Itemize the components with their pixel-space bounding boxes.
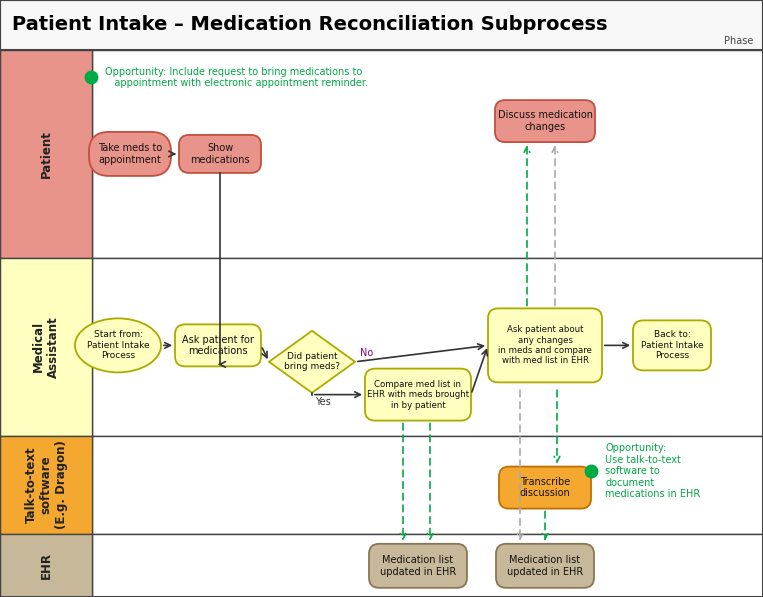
- FancyBboxPatch shape: [89, 132, 171, 176]
- Text: Show
medications: Show medications: [190, 143, 250, 165]
- Text: Discuss medication
changes: Discuss medication changes: [497, 110, 593, 132]
- FancyBboxPatch shape: [633, 321, 711, 370]
- Text: Patient Intake – Medication Reconciliation Subprocess: Patient Intake – Medication Reconciliati…: [12, 14, 607, 33]
- Text: Medication list
updated in EHR: Medication list updated in EHR: [380, 555, 456, 577]
- Bar: [92, 50, 763, 258]
- Text: Opportunity: Include request to bring medications to
   appointment with electro: Opportunity: Include request to bring me…: [105, 66, 368, 88]
- Bar: [0, 0, 763, 50]
- Text: Compare med list in
EHR with meds brought
in by patient: Compare med list in EHR with meds brough…: [367, 380, 469, 410]
- FancyBboxPatch shape: [499, 467, 591, 509]
- Bar: [0, 258, 92, 436]
- Text: Ask patient about
any changes
in meds and compare
with med list in EHR: Ask patient about any changes in meds an…: [498, 325, 592, 365]
- FancyBboxPatch shape: [369, 544, 467, 588]
- Text: No: No: [360, 348, 373, 358]
- Bar: [92, 258, 763, 436]
- Text: Did patient
bring meds?: Did patient bring meds?: [284, 352, 340, 371]
- FancyBboxPatch shape: [175, 324, 261, 367]
- Bar: [0, 436, 92, 534]
- Text: Patient: Patient: [40, 130, 53, 178]
- FancyBboxPatch shape: [496, 544, 594, 588]
- Ellipse shape: [75, 318, 161, 373]
- Text: Opportunity:
Use talk-to-text
software to
document
medications in EHR: Opportunity: Use talk-to-text software t…: [605, 443, 700, 499]
- Text: Medication list
updated in EHR: Medication list updated in EHR: [507, 555, 583, 577]
- Bar: [92, 436, 763, 534]
- Polygon shape: [269, 331, 355, 393]
- Bar: [92, 534, 763, 597]
- Text: Take meds to
appointment: Take meds to appointment: [98, 143, 162, 165]
- Text: Back to:
Patient Intake
Process: Back to: Patient Intake Process: [641, 331, 703, 360]
- Text: Medical
Assistant: Medical Assistant: [32, 316, 60, 378]
- Bar: [0, 50, 92, 258]
- Text: Transcribe
discussion: Transcribe discussion: [520, 477, 571, 498]
- FancyBboxPatch shape: [179, 135, 261, 173]
- Text: Talk-to-text
software
(E.g. Dragon): Talk-to-text software (E.g. Dragon): [24, 441, 67, 530]
- FancyBboxPatch shape: [488, 309, 602, 383]
- Text: Phase: Phase: [723, 36, 753, 46]
- Text: EHR: EHR: [40, 552, 53, 579]
- Text: Ask patient for
medications: Ask patient for medications: [182, 334, 254, 356]
- FancyBboxPatch shape: [365, 368, 471, 421]
- Text: Yes: Yes: [315, 397, 330, 407]
- Bar: [0, 534, 92, 597]
- FancyBboxPatch shape: [495, 100, 595, 142]
- Text: Start from:
Patient Intake
Process: Start from: Patient Intake Process: [87, 331, 150, 360]
